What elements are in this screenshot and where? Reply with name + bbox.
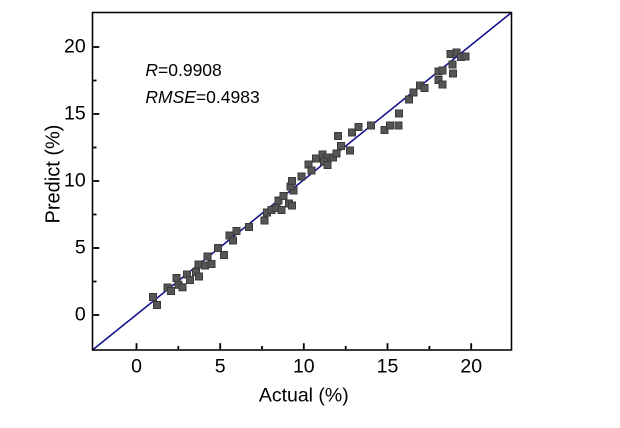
svg-text:15: 15 xyxy=(377,356,399,378)
svg-text:10: 10 xyxy=(293,356,315,378)
svg-text:10: 10 xyxy=(64,170,86,192)
svg-text:5: 5 xyxy=(215,356,226,378)
svg-text:RMSE=0.4983: RMSE=0.4983 xyxy=(145,87,259,107)
svg-text:5: 5 xyxy=(75,237,86,259)
svg-text:0: 0 xyxy=(75,304,86,326)
svg-text:Actual (%): Actual (%) xyxy=(259,384,349,406)
svg-text:20: 20 xyxy=(460,356,482,378)
svg-text:15: 15 xyxy=(64,103,86,125)
svg-text:R=0.9908: R=0.9908 xyxy=(145,60,221,80)
svg-text:0: 0 xyxy=(131,356,142,378)
svg-text:Predict (%): Predict (%) xyxy=(43,125,65,224)
svg-text:20: 20 xyxy=(64,36,86,58)
